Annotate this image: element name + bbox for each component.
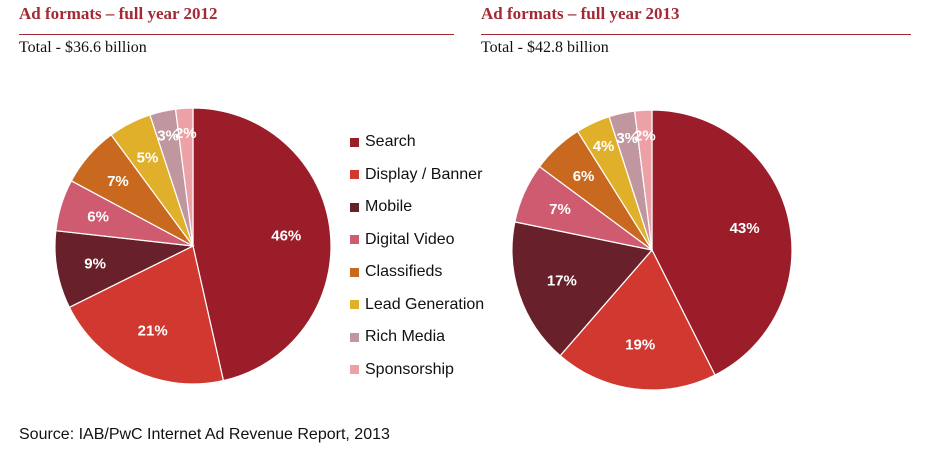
pie-2013-label-lead-generation: 4% xyxy=(593,138,615,155)
chart-2013-total: Total - $42.8 billion xyxy=(481,39,609,56)
pie-2013-label-classifieds: 6% xyxy=(573,168,595,185)
pie-2013-label-digital-video: 7% xyxy=(549,201,571,218)
legend-swatch-sponsorship xyxy=(350,365,359,375)
chart-2013-title: Ad formats – full year 2013 xyxy=(481,4,680,23)
legend-swatch-classifieds xyxy=(350,267,359,277)
legend-swatch-rich-media xyxy=(350,332,359,342)
legend-label-classifieds: Classifieds xyxy=(365,263,443,281)
pie-2012-slice-mobile xyxy=(54,230,196,309)
legend-item-classifieds: Classifieds xyxy=(350,256,484,289)
legend-label-mobile: Mobile xyxy=(365,198,413,216)
pie-2012-slice-search xyxy=(192,107,332,382)
legend-item-mobile: Mobile xyxy=(350,191,484,224)
source-note: Source: IAB/PwC Internet Ad Revenue Repo… xyxy=(19,426,390,443)
legend-item-lead-generation: Lead Generation xyxy=(350,289,484,322)
legend-label-display-banner: Display / Banner xyxy=(365,165,483,183)
pie-2013-slice-display-banner xyxy=(559,248,716,391)
legend: Search Display / Banner Mobile Digital V… xyxy=(350,126,484,386)
legend-label-search: Search xyxy=(365,133,416,151)
legend-item-sponsorship: Sponsorship xyxy=(350,354,484,387)
pie-2013-label-search: 43% xyxy=(730,220,760,237)
pie-2013-slice-mobile xyxy=(511,221,654,357)
pie-2012-label-digital-video: 6% xyxy=(87,208,109,225)
pie-2012-slice-display-banner xyxy=(68,245,225,385)
chart-2012-title: Ad formats – full year 2012 xyxy=(19,4,218,23)
legend-label-rich-media: Rich Media xyxy=(365,328,446,346)
pie-2012-label-sponsorship: 2% xyxy=(175,125,197,142)
legend-label-sponsorship: Sponsorship xyxy=(365,360,454,378)
pie-2013-label-mobile: 17% xyxy=(547,273,577,290)
legend-swatch-display-banner xyxy=(350,170,359,180)
legend-label-digital-video: Digital Video xyxy=(365,230,455,248)
pie-2012-label-lead-generation: 5% xyxy=(137,150,159,167)
legend-item-digital-video: Digital Video xyxy=(350,224,484,257)
legend-swatch-mobile xyxy=(350,202,359,212)
legend-item-search: Search xyxy=(350,126,484,159)
pie-2012-slice-sponsorship xyxy=(174,107,194,247)
chart-2012-total: Total - $36.6 billion xyxy=(19,39,147,56)
pie-2012-label-search: 46% xyxy=(271,228,301,245)
pie-2013-label-rich-media: 3% xyxy=(616,130,638,147)
legend-item-rich-media: Rich Media xyxy=(350,321,484,354)
pie-2013-slice-sponsorship xyxy=(633,109,653,251)
pie-2013-label-display-banner: 19% xyxy=(625,336,655,353)
chart-2013-title-rule xyxy=(481,34,911,35)
pie-2012-label-display-banner: 21% xyxy=(138,323,168,340)
pie-2012-label-mobile: 9% xyxy=(84,255,106,272)
pie-2012-label-classifieds: 7% xyxy=(107,173,129,190)
legend-swatch-lead-generation xyxy=(350,300,359,310)
pie-chart-2013: 43% 19% 17% 7%6% 4% 3%2% xyxy=(511,109,793,391)
pie-chart-2012: 46% 21% 9% 6% 7% 5% 3%2% xyxy=(54,107,332,385)
legend-swatch-search xyxy=(350,137,359,147)
pie-2013-label-sponsorship: 2% xyxy=(634,127,656,144)
legend-label-lead-generation: Lead Generation xyxy=(365,295,485,313)
chart-2012-title-rule xyxy=(19,34,454,35)
legend-item-display-banner: Display / Banner xyxy=(350,159,484,192)
pie-2013-slice-search xyxy=(651,109,793,376)
pie-2012-label-rich-media: 3% xyxy=(157,128,179,145)
legend-swatch-digital-video xyxy=(350,235,359,245)
